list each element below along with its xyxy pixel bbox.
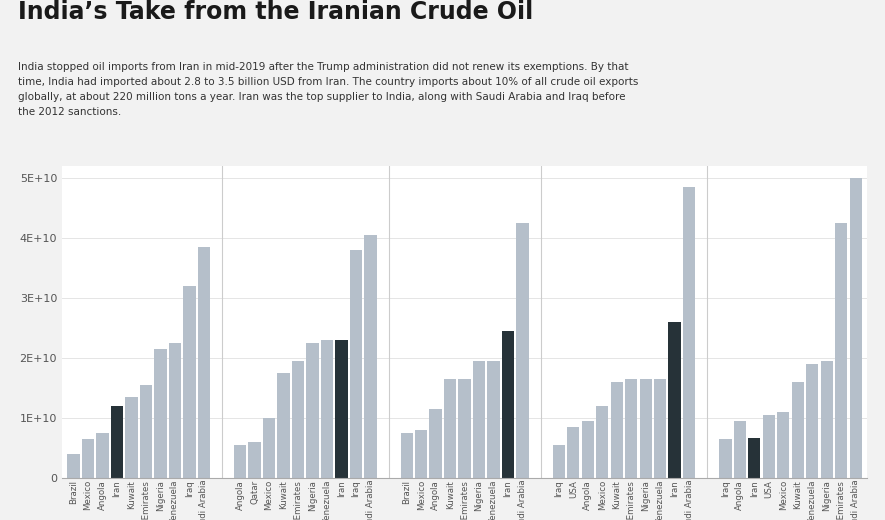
Bar (82, 439, 94, 478)
Bar (625, 380, 637, 478)
Bar (249, 443, 261, 478)
Bar (401, 433, 412, 478)
Bar (748, 438, 760, 478)
Bar (306, 343, 319, 478)
Bar (668, 322, 681, 478)
Bar (197, 248, 210, 478)
Bar (234, 446, 246, 478)
Bar (126, 397, 138, 478)
Bar (429, 409, 442, 478)
Bar (67, 454, 80, 478)
Bar (763, 415, 775, 478)
Bar (567, 427, 580, 478)
Bar (596, 407, 608, 478)
Text: India stopped oil imports from Iran in mid-2019 after the Trump administration d: India stopped oil imports from Iran in m… (18, 62, 638, 117)
Bar (111, 407, 123, 478)
Bar (415, 431, 427, 478)
Bar (140, 385, 152, 478)
Bar (835, 224, 847, 478)
Bar (502, 331, 514, 478)
Bar (581, 421, 594, 478)
Bar (734, 421, 746, 478)
Bar (350, 251, 362, 478)
Bar (473, 361, 485, 478)
Bar (96, 433, 109, 478)
Bar (611, 382, 623, 478)
Bar (683, 187, 696, 478)
Text: India’s Take from the Iranian Crude Oil: India’s Take from the Iranian Crude Oil (18, 0, 533, 24)
Bar (277, 373, 289, 478)
Bar (335, 341, 348, 478)
Bar (517, 224, 528, 478)
Bar (154, 349, 166, 478)
Bar (444, 380, 457, 478)
Bar (365, 236, 377, 478)
Bar (458, 380, 471, 478)
Bar (263, 419, 275, 478)
Bar (183, 287, 196, 478)
Bar (321, 341, 333, 478)
Bar (292, 361, 304, 478)
Bar (791, 382, 804, 478)
Bar (720, 439, 732, 478)
Bar (552, 446, 565, 478)
Bar (654, 380, 666, 478)
Bar (488, 361, 500, 478)
Bar (820, 361, 833, 478)
Bar (777, 412, 789, 478)
Bar (806, 365, 819, 478)
Bar (850, 178, 862, 478)
Bar (640, 380, 652, 478)
Bar (169, 343, 181, 478)
